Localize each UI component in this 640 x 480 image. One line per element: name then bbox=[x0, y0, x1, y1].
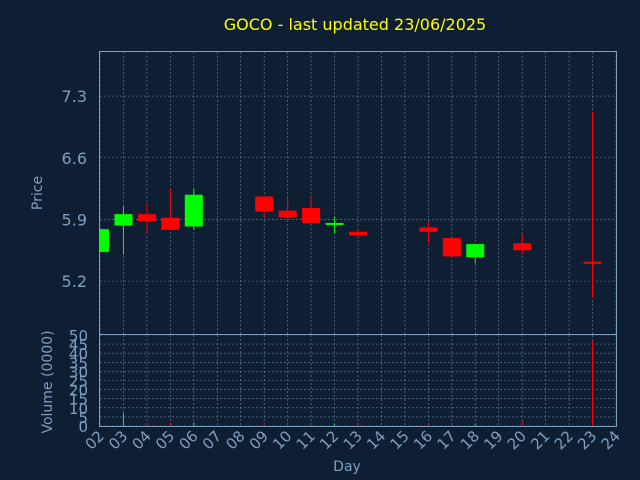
x-tick-label: 24 bbox=[598, 427, 624, 453]
candle-body bbox=[513, 243, 532, 251]
x-tick-label: 04 bbox=[129, 427, 155, 453]
x-tick-label: 10 bbox=[269, 427, 295, 453]
x-tick-label: 19 bbox=[480, 427, 506, 453]
price-tick-label: 6.6 bbox=[62, 149, 87, 168]
candle-body bbox=[137, 214, 156, 222]
x-tick-label: 16 bbox=[410, 427, 436, 453]
candle-body bbox=[442, 237, 461, 257]
x-tick-label: 07 bbox=[199, 427, 225, 453]
volume-axis-label: Volume (0000) bbox=[40, 330, 56, 433]
volume-tick-label: 30 bbox=[69, 363, 88, 381]
candlestick-series bbox=[99, 111, 602, 298]
price-y-tick-labels: 5.2 5.9 6.6 7.3 bbox=[62, 87, 87, 291]
x-axis-label: Day bbox=[333, 459, 361, 475]
volume-tick-label: 0 bbox=[78, 418, 88, 436]
price-gridlines bbox=[99, 52, 617, 334]
price-axis-label: Price bbox=[30, 176, 46, 210]
price-tick-label: 5.2 bbox=[62, 272, 87, 291]
volume-gridlines bbox=[99, 334, 617, 427]
x-tick-label: 14 bbox=[363, 427, 389, 453]
candle-body bbox=[114, 214, 133, 226]
x-tick-label: 13 bbox=[340, 427, 366, 453]
candle-body bbox=[278, 210, 297, 218]
candle-body bbox=[161, 217, 180, 231]
x-tick-label: 08 bbox=[222, 427, 248, 453]
price-tick-label: 7.3 bbox=[62, 87, 87, 106]
x-tick-label: 17 bbox=[433, 427, 459, 453]
x-tick-label: 03 bbox=[105, 427, 131, 453]
candle-body bbox=[100, 229, 109, 253]
volume-tick-label: 10 bbox=[69, 400, 88, 418]
candle-body bbox=[583, 261, 602, 264]
candle-body bbox=[325, 222, 344, 225]
x-tick-label: 11 bbox=[293, 427, 319, 453]
x-tick-label: 21 bbox=[527, 427, 553, 453]
volume-plot-frame bbox=[99, 334, 617, 427]
volume-tick-label: 25 bbox=[69, 373, 88, 391]
volume-tick-label: 45 bbox=[69, 336, 88, 354]
candle-body bbox=[302, 207, 321, 223]
candle-body bbox=[349, 231, 367, 236]
x-tick-label: 12 bbox=[316, 427, 342, 453]
x-tick-label: 05 bbox=[152, 427, 178, 453]
x-tick-label: 15 bbox=[387, 427, 413, 453]
x-tick-label: 23 bbox=[574, 427, 600, 453]
x-tick-label: 06 bbox=[175, 427, 201, 453]
x-tick-labels: 0203040506070809101112131415161718192021… bbox=[82, 427, 624, 453]
volume-series bbox=[122, 340, 594, 426]
x-tick-label: 09 bbox=[246, 427, 272, 453]
candle-body bbox=[255, 196, 274, 212]
x-tick-label: 22 bbox=[551, 427, 577, 453]
volume-tick-label: 50 bbox=[69, 327, 88, 345]
volume-tick-label: 5 bbox=[78, 409, 88, 427]
candle-body bbox=[184, 194, 203, 227]
volume-tick-label: 40 bbox=[69, 345, 88, 363]
price-tick-label: 5.9 bbox=[62, 210, 87, 229]
candle-body bbox=[419, 227, 438, 232]
volume-tick-label: 20 bbox=[69, 382, 88, 400]
x-tick-label: 18 bbox=[457, 427, 483, 453]
x-tick-label: 20 bbox=[504, 427, 530, 453]
candle-body bbox=[466, 244, 485, 258]
chart-title: GOCO - last updated 23/06/2025 bbox=[224, 15, 486, 34]
volume-tick-label: 35 bbox=[69, 354, 88, 372]
volume-tick-label: 15 bbox=[69, 391, 88, 409]
